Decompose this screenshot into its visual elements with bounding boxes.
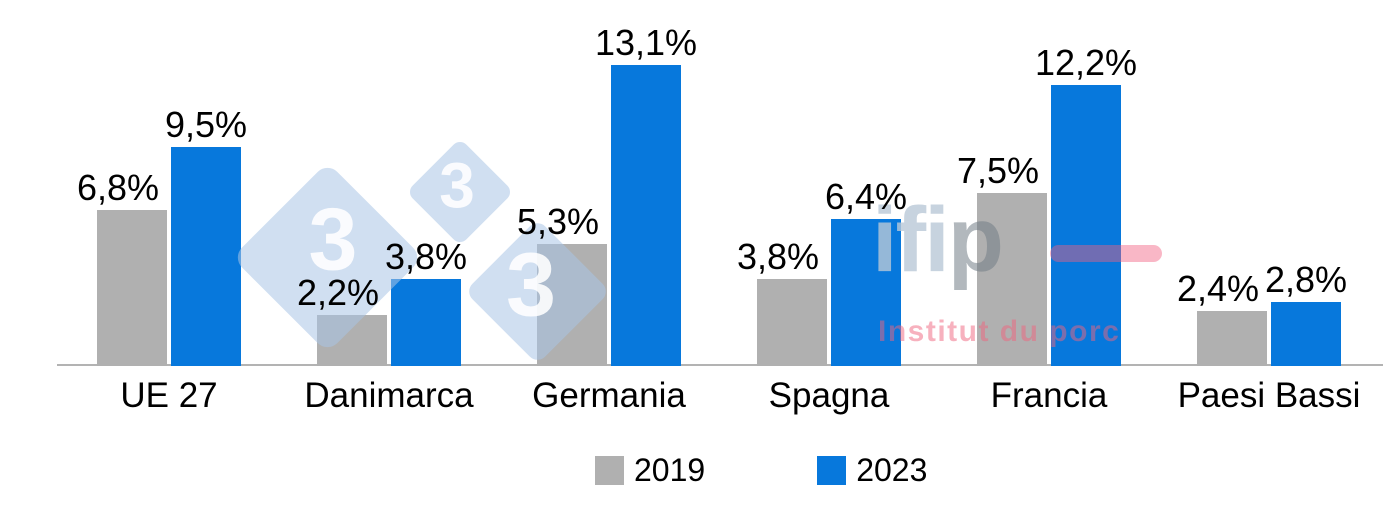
legend-item-2019: 2019 [595,452,706,488]
legend-item-2023: 2023 [817,452,928,488]
value-label-2023: 13,1% [594,22,698,63]
watermark-digit-3: 3 [439,149,475,222]
legend-label: 2023 [856,452,928,488]
legend-swatch [817,456,847,485]
category-label: Paesi Bassi [1177,376,1361,415]
value-label-2019: 6,8% [76,167,160,208]
bar-2019 [757,279,827,366]
value-label-2023: 9,5% [164,104,248,145]
value-label-2023: 3,8% [384,236,468,277]
bar-2023 [1051,85,1121,366]
category-label: Danimarca [304,376,474,415]
bar-2019 [97,210,167,366]
value-label-2019: 5,3% [516,201,600,242]
bar-2023 [831,219,901,366]
category-label: Spagna [768,376,890,415]
value-label-2019: 2,4% [1176,268,1260,309]
bar-2019 [317,315,387,366]
x-axis-line [57,364,1383,366]
bar-2023 [1271,302,1341,366]
category-label: UE 27 [120,376,218,415]
category-label: Germania [532,376,686,415]
legend-swatch [595,456,624,485]
value-label-2023: 12,2% [1034,42,1138,83]
bar-2019 [977,193,1047,366]
watermark-digit-3: 3 [308,189,358,289]
value-label-2023: 2,8% [1264,259,1348,300]
bar-2023 [171,147,241,366]
value-label-2023: 6,4% [824,176,908,217]
value-label-2019: 2,2% [296,272,380,313]
watermark-diamond-2 [406,138,514,246]
bar-2019 [1197,311,1267,366]
category-label: Francia [990,376,1108,415]
legend-label: 2019 [634,452,706,488]
value-label-2019: 7,5% [956,150,1040,191]
bar-2019 [537,244,607,366]
bar-2023 [611,65,681,366]
bar-2023 [391,279,461,366]
legend: 2019 2023 [595,452,928,488]
value-label-2019: 3,8% [736,236,820,277]
